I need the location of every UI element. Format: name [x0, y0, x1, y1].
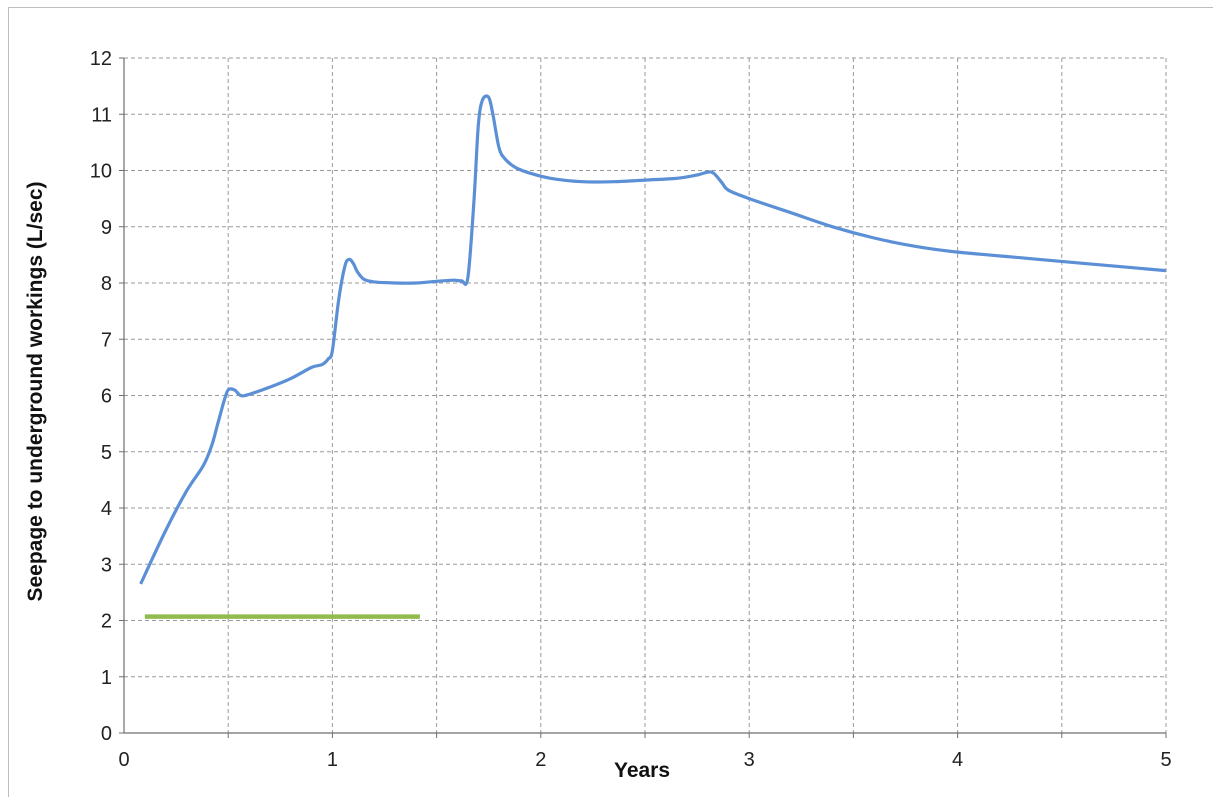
y-tick-label: 4: [101, 498, 112, 520]
y-tick-label: 12: [90, 48, 112, 70]
y-tick-label: 5: [101, 442, 112, 464]
x-tick-label: 2: [535, 749, 546, 771]
y-tick-label: 9: [101, 217, 112, 239]
y-tick-label: 8: [101, 273, 112, 295]
series-layer: [139, 94, 1167, 619]
x-axis-title: Years: [614, 759, 670, 782]
x-tick-label: 3: [744, 749, 755, 771]
y-tick-label: 0: [101, 723, 112, 745]
x-tick-label: 5: [1160, 749, 1171, 771]
y-axis-title: Seepage to underground workings (L/sec): [24, 181, 47, 601]
y-tick-label: 1: [101, 667, 112, 689]
y-tick-label: 7: [101, 329, 112, 351]
y-tick-label: 3: [101, 554, 112, 576]
x-tick-label: 0: [118, 749, 129, 771]
y-tick-label: 11: [91, 104, 112, 126]
x-tick-label: 1: [327, 749, 338, 771]
y-tick-label: 6: [101, 386, 112, 408]
x-tick-label: 4: [952, 749, 963, 771]
y-tick-label: 2: [101, 611, 112, 633]
grid-layer: [124, 57, 1167, 733]
chart-frame: 0 1 2 3 4 5 6 7 8 9 10 11 12 0 1 2 3 4 5 Years Seepage to …: [8, 7, 1213, 797]
y-tick-label: 10: [90, 161, 112, 183]
axis-layer: [119, 57, 1167, 738]
series-line-1: [139, 94, 1167, 585]
